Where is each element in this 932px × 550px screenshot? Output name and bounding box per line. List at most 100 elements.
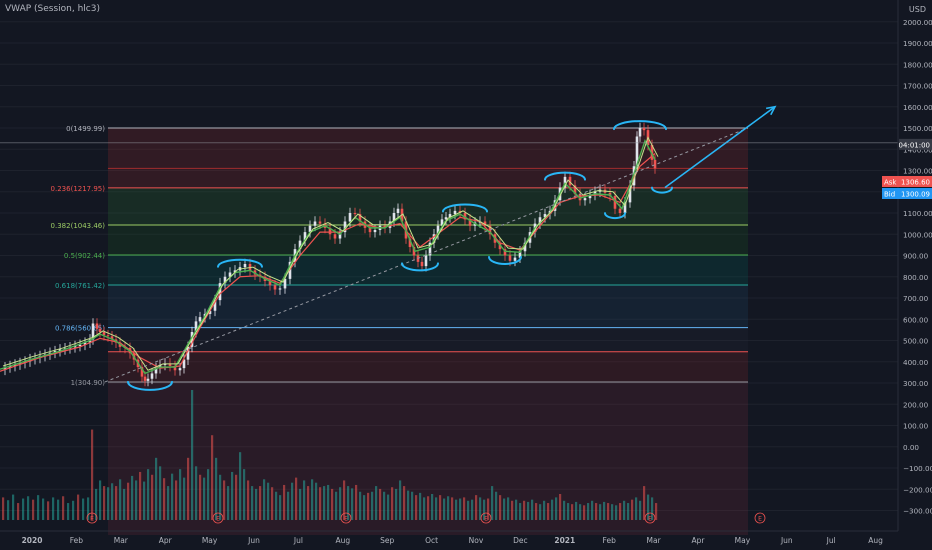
volume-bar bbox=[259, 486, 262, 520]
candle-body bbox=[543, 214, 547, 218]
swing-arc bbox=[604, 212, 626, 220]
volume-bar bbox=[287, 491, 290, 520]
volume-bar bbox=[82, 498, 85, 520]
price-tick-label: 400.00 bbox=[903, 358, 929, 367]
candle-body bbox=[353, 213, 357, 215]
volume-bar bbox=[191, 390, 194, 520]
volume-bar bbox=[511, 500, 514, 520]
volume-bar bbox=[175, 480, 178, 520]
candle-body bbox=[13, 364, 17, 366]
earnings-marker-icon bbox=[480, 512, 492, 524]
volume-bar bbox=[37, 495, 40, 520]
time-axis[interactable]: 2020 Feb Mar Apr May Jun Jul Aug Sep Oct Nov Dec 202… bbox=[0, 512, 898, 545]
candle-body bbox=[373, 230, 377, 233]
candle-body bbox=[213, 300, 217, 311]
candle-body bbox=[428, 242, 432, 256]
volume-bar bbox=[331, 488, 334, 520]
volume-bar bbox=[423, 497, 426, 520]
volume-bar bbox=[563, 500, 566, 520]
volume-bar bbox=[187, 457, 190, 520]
volume-bar bbox=[443, 498, 446, 520]
volume-bar bbox=[247, 480, 250, 520]
candle-body bbox=[513, 257, 517, 261]
volume-bar bbox=[367, 492, 370, 520]
earnings-marker-label: E bbox=[344, 516, 348, 523]
volume-bar bbox=[267, 482, 270, 520]
volume-bar bbox=[315, 482, 318, 520]
time-tick-label: 2021 bbox=[554, 536, 575, 545]
volume-bar bbox=[207, 469, 210, 520]
candle-body bbox=[538, 217, 542, 224]
volume-bar bbox=[451, 497, 454, 520]
volume-bar bbox=[231, 471, 234, 520]
candle-body bbox=[78, 344, 82, 347]
candle-body bbox=[150, 373, 154, 379]
volume-bar bbox=[119, 479, 122, 520]
candle-body bbox=[73, 346, 77, 348]
earnings-marker-icon bbox=[644, 512, 656, 524]
price-tick-label: 900.00 bbox=[903, 252, 929, 261]
candle-body bbox=[146, 378, 150, 381]
volume-bar bbox=[415, 495, 418, 520]
volume-bar bbox=[595, 503, 598, 520]
volume-bar bbox=[155, 457, 158, 520]
candle-body bbox=[392, 213, 396, 222]
candle-body bbox=[338, 232, 342, 239]
candle-body bbox=[102, 332, 106, 336]
candle-body bbox=[278, 288, 282, 290]
swing-arc bbox=[127, 380, 173, 391]
candle-body bbox=[313, 221, 317, 226]
earnings-marker-icon bbox=[86, 512, 98, 524]
volume-bar bbox=[343, 480, 346, 520]
volume-bar bbox=[339, 487, 342, 520]
indicator-legend[interactable]: VWAP (Session, hlc3) bbox=[5, 4, 100, 14]
time-tick-label: Mar bbox=[647, 536, 662, 545]
volume-bar bbox=[383, 491, 386, 520]
volume-bar bbox=[543, 500, 546, 520]
volume-bar bbox=[47, 501, 50, 520]
volume-bar bbox=[67, 503, 70, 520]
candle-body bbox=[483, 221, 487, 226]
volume-bar bbox=[215, 457, 218, 520]
price-tick-label: 1600.00 bbox=[903, 103, 932, 112]
swing-arc bbox=[401, 262, 439, 272]
time-tick-label: Feb bbox=[603, 536, 617, 545]
volume-bar bbox=[579, 504, 582, 520]
fib-zone bbox=[108, 187, 748, 226]
volume-bar bbox=[531, 499, 534, 520]
volume-bar bbox=[375, 486, 378, 520]
candle-body bbox=[424, 255, 428, 267]
volume-bar bbox=[515, 499, 518, 520]
time-tick-label: Jun bbox=[247, 536, 260, 545]
volume-bar bbox=[395, 488, 398, 520]
time-tick-label: Jul bbox=[826, 536, 836, 545]
earnings-marker-label: E bbox=[648, 516, 652, 523]
ma-mid-line bbox=[2, 136, 659, 371]
drawing-annotations[interactable] bbox=[0, 105, 898, 391]
volume-bar bbox=[351, 488, 354, 520]
volume-bar bbox=[303, 480, 306, 520]
earnings-marker-label: E bbox=[216, 516, 220, 523]
price-tick-label: 100.00 bbox=[903, 422, 929, 431]
volume-bar bbox=[547, 503, 550, 520]
bid-badge-label: Bid bbox=[884, 191, 895, 199]
volume-bar bbox=[431, 494, 434, 520]
candle-body bbox=[578, 193, 582, 201]
swing-arc bbox=[613, 120, 667, 131]
volume-bar bbox=[2, 497, 5, 520]
price-axis[interactable]: −300.00 −200.00 −100.00 0.00 100.00 200.00 300… bbox=[897, 0, 932, 531]
volume-bar bbox=[323, 486, 326, 520]
volume-bar bbox=[419, 492, 422, 520]
candle-body bbox=[110, 336, 114, 340]
candle-body bbox=[273, 285, 277, 290]
price-tick-label: 1100.00 bbox=[903, 209, 932, 218]
volume-bar bbox=[611, 504, 614, 520]
volume-bar bbox=[275, 491, 278, 520]
candle-body bbox=[223, 276, 227, 284]
candle-body bbox=[412, 247, 416, 256]
candle-body bbox=[318, 221, 322, 224]
volume-bar bbox=[607, 503, 610, 520]
price-tick-label: 500.00 bbox=[903, 337, 929, 346]
volume-bar bbox=[7, 500, 10, 520]
